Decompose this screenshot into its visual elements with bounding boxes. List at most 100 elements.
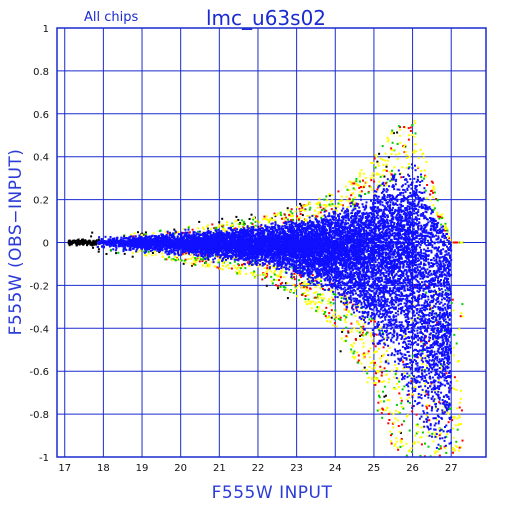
data-point — [283, 213, 286, 216]
data-point — [383, 293, 385, 296]
data-point — [385, 285, 388, 288]
data-point — [273, 212, 276, 215]
data-point — [314, 286, 317, 289]
data-point — [436, 264, 439, 267]
data-point — [354, 315, 357, 317]
data-point — [390, 369, 393, 372]
data-point — [253, 270, 256, 273]
data-point — [428, 270, 431, 273]
data-point — [378, 332, 381, 335]
data-point — [366, 381, 369, 384]
data-point — [237, 263, 240, 266]
data-point — [380, 400, 382, 403]
data-point — [379, 357, 382, 360]
data-point — [371, 367, 374, 370]
data-point — [393, 322, 396, 325]
data-point — [211, 223, 214, 226]
data-point — [423, 412, 426, 415]
data-point — [225, 257, 228, 260]
data-point — [304, 301, 307, 304]
data-point — [341, 330, 344, 333]
data-point — [354, 279, 357, 282]
data-point — [333, 229, 336, 232]
data-point — [448, 275, 451, 278]
data-point — [202, 226, 205, 229]
data-point — [263, 230, 266, 233]
data-point — [172, 250, 175, 252]
data-point — [433, 263, 436, 266]
data-point — [404, 335, 406, 338]
data-point — [307, 201, 310, 204]
data-point — [75, 244, 78, 247]
data-point — [315, 215, 318, 218]
data-point — [234, 257, 237, 260]
data-point — [338, 199, 341, 202]
data-point — [282, 286, 285, 288]
data-point — [445, 338, 448, 341]
data-point — [403, 420, 405, 423]
data-point — [381, 381, 384, 384]
data-point — [303, 219, 306, 222]
data-point — [394, 348, 397, 351]
data-point — [316, 282, 319, 285]
data-point — [304, 298, 307, 301]
data-point — [286, 259, 288, 262]
data-point — [357, 203, 360, 206]
data-point — [174, 259, 177, 262]
data-point — [426, 208, 429, 211]
data-point — [388, 301, 391, 304]
data-point — [344, 339, 347, 342]
data-point — [425, 393, 428, 396]
data-point — [440, 376, 443, 379]
data-point — [421, 315, 424, 318]
data-point — [319, 278, 322, 281]
data-point — [431, 225, 434, 227]
data-point — [332, 293, 335, 296]
data-point — [396, 352, 399, 355]
data-point — [216, 266, 219, 269]
data-point — [422, 197, 425, 200]
data-point — [296, 232, 299, 235]
data-point — [205, 256, 208, 259]
data-point — [417, 350, 420, 353]
data-point — [398, 290, 400, 293]
data-point — [193, 259, 196, 262]
data-point — [385, 163, 388, 166]
data-point — [376, 184, 379, 187]
data-point — [350, 322, 353, 325]
data-point — [269, 218, 272, 221]
data-point — [410, 317, 413, 320]
data-point — [347, 290, 350, 293]
data-point — [88, 239, 91, 242]
data-point — [456, 417, 459, 420]
data-point — [420, 285, 423, 288]
data-point — [311, 281, 314, 284]
data-point — [399, 445, 402, 448]
data-point — [406, 414, 409, 417]
data-point — [359, 327, 362, 330]
data-point — [93, 240, 96, 243]
data-point — [313, 214, 316, 217]
data-point — [347, 330, 350, 333]
data-point — [404, 316, 407, 319]
data-point — [269, 217, 272, 220]
data-point — [387, 139, 390, 141]
data-point — [95, 239, 98, 242]
data-point — [174, 255, 177, 258]
data-point — [386, 329, 389, 332]
data-point — [384, 152, 387, 155]
data-point — [334, 296, 337, 298]
data-point — [359, 173, 362, 176]
data-point — [377, 297, 380, 300]
data-point — [295, 273, 298, 276]
data-point — [370, 332, 373, 335]
data-point — [416, 219, 418, 222]
data-point — [403, 151, 406, 154]
data-point — [189, 236, 192, 238]
data-point — [296, 272, 299, 275]
data-point — [377, 164, 380, 167]
data-point — [346, 228, 349, 231]
data-point — [366, 311, 368, 314]
data-point — [398, 380, 401, 383]
data-point — [412, 442, 415, 445]
